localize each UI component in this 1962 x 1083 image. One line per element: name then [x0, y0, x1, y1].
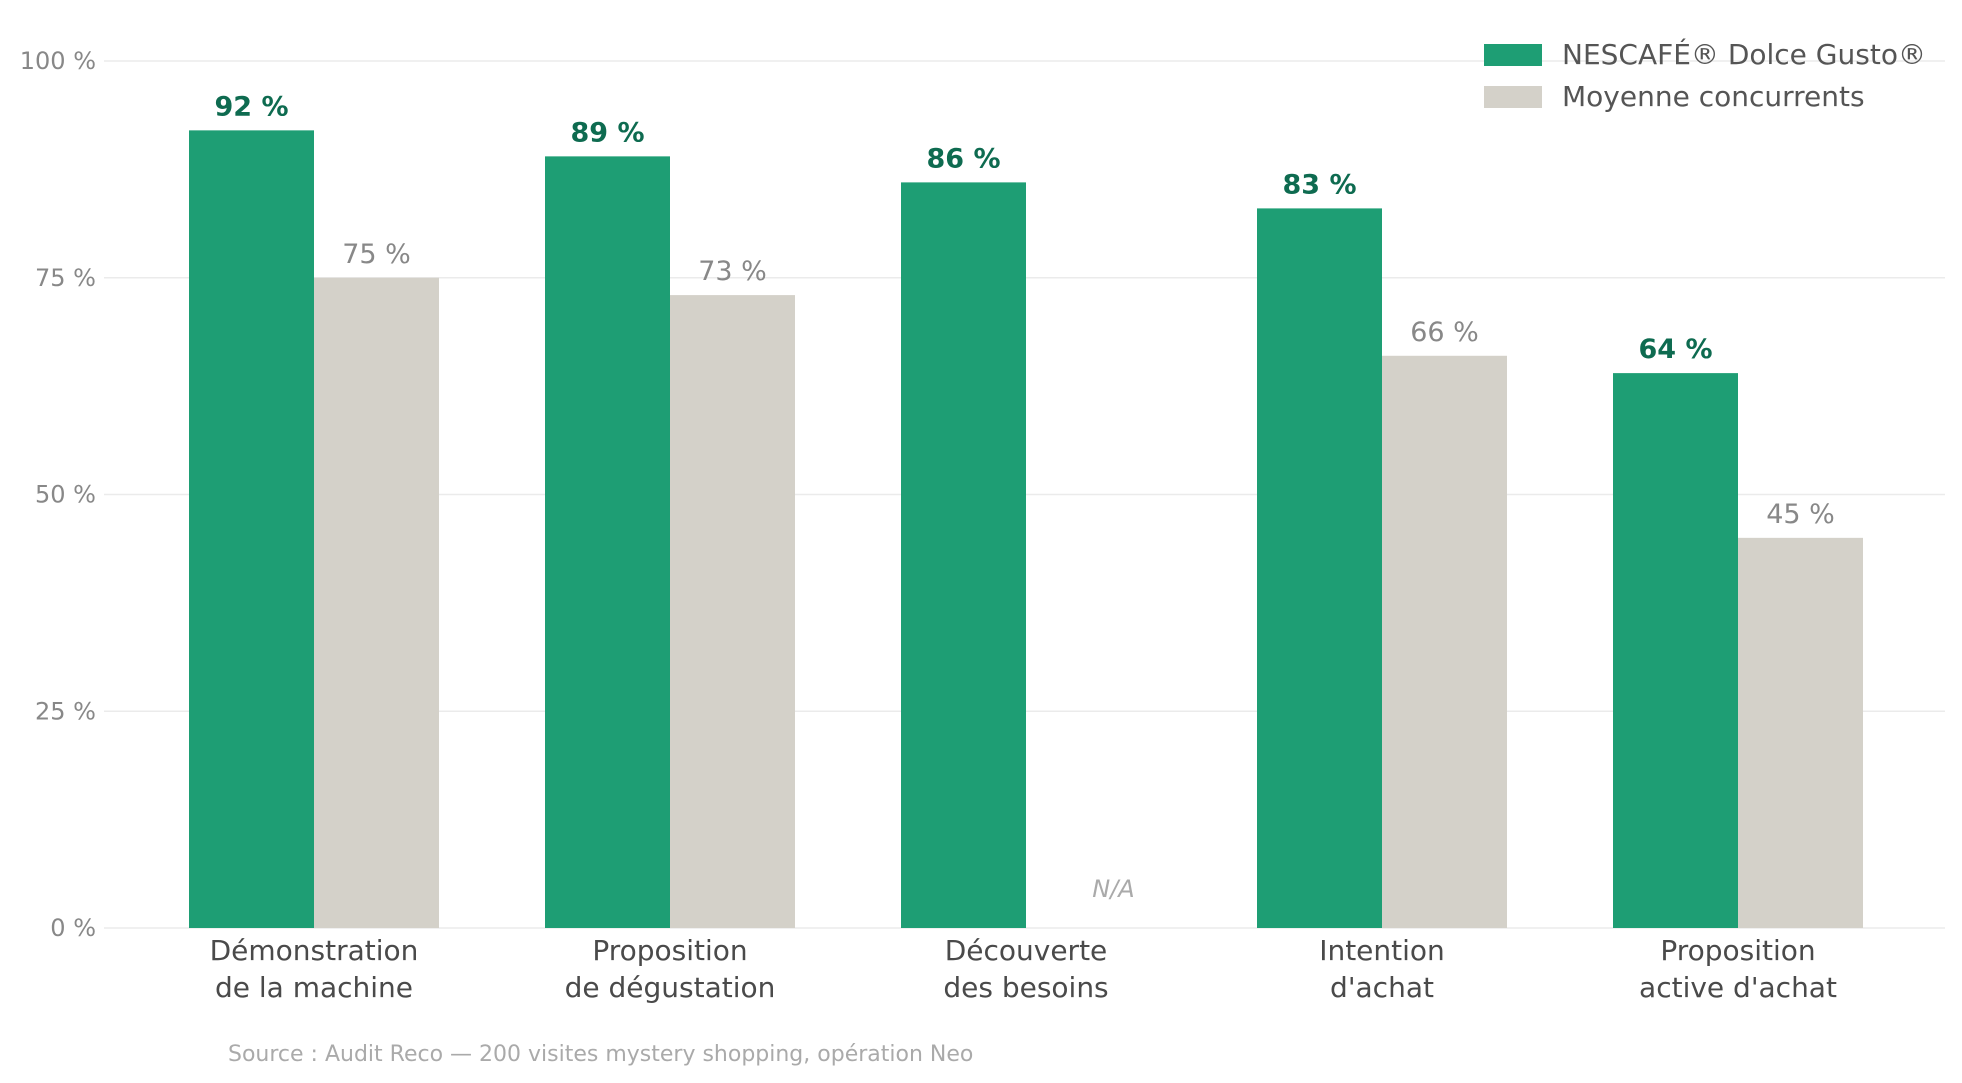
data-label: 92 %	[214, 91, 288, 122]
bars	[189, 130, 1863, 929]
legend-label: Moyenne concurrents	[1562, 80, 1865, 113]
y-tick-label: 25 %	[35, 697, 96, 725]
data-label: 86 %	[926, 143, 1000, 174]
data-label-na: N/A	[1092, 875, 1134, 903]
x-tick-label: Découverte des besoins	[943, 934, 1108, 1004]
bar-nescafe	[901, 182, 1026, 928]
y-tick-label: 0 %	[50, 914, 96, 942]
bar-nescafe	[1257, 208, 1382, 928]
x-tick-label: Proposition active d'achat	[1639, 934, 1837, 1004]
legend-swatch	[1484, 86, 1542, 108]
y-tick-label: 50 %	[35, 481, 96, 509]
bar-nescafe	[545, 156, 670, 928]
data-label: 73 %	[698, 256, 767, 287]
bar-nescafe	[189, 130, 314, 929]
y-tick-label: 75 %	[35, 264, 96, 292]
x-tick-label: Intention d'achat	[1319, 934, 1445, 1004]
bar-competitors	[314, 277, 439, 928]
legend: NESCAFÉ® Dolce Gusto® Moyenne concurrents	[1484, 37, 1926, 113]
data-label: 66 %	[1410, 317, 1479, 348]
data-label: 45 %	[1766, 499, 1835, 530]
data-labels: 92 % 89 % 86 % 83 % 64 % 75 % 73 % N/A 66 % 45 %	[214, 91, 1834, 903]
bar-competitors	[1738, 537, 1863, 928]
bar-nescafe	[1613, 373, 1738, 928]
data-label: 64 %	[1638, 334, 1712, 365]
data-label: 75 %	[342, 239, 411, 270]
y-axis-ticks: 0 % 25 % 50 % 75 % 100 %	[20, 47, 96, 942]
x-tick-label: Démonstration de la machine	[210, 934, 419, 1004]
y-tick-label: 100 %	[20, 47, 96, 75]
data-label: 89 %	[570, 117, 644, 148]
x-tick-label: Proposition de dégustation	[565, 934, 776, 1004]
bar-competitors	[1382, 355, 1507, 928]
bar-competitors	[670, 295, 795, 929]
source-note: Source : Audit Reco — 200 visites myster…	[228, 1042, 973, 1067]
legend-swatch	[1484, 44, 1542, 66]
x-axis-ticks: Démonstration de la machine Proposition de …	[210, 934, 1837, 1004]
data-label: 83 %	[1282, 169, 1356, 200]
legend-label: NESCAFÉ® Dolce Gusto®	[1562, 37, 1926, 71]
